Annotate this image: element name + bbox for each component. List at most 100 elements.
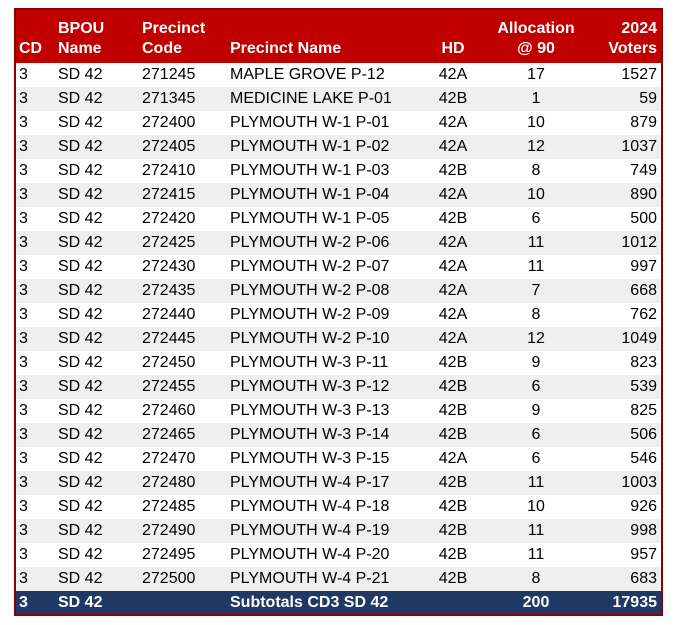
column-header-label: Precinct [142,20,206,37]
cell-bpou-name: SD 42 [55,375,139,399]
cell-hd: 42B [427,207,479,231]
cell-precinct-name: PLYMOUTH W-1 P-03 [227,159,427,183]
cell-bpou-name: SD 42 [55,447,139,471]
cell-precinct-code: 272415 [139,183,227,207]
cell-voters-2024: 546 [593,447,662,471]
cell-precinct-code: 271245 [139,63,227,87]
cell-bpou-name: SD 42 [55,183,139,207]
cell-bpou-name: SD 42 [55,87,139,111]
cell-precinct-code: 272470 [139,447,227,471]
cell-cd: 3 [15,159,55,183]
cell-allocation: 7 [479,279,593,303]
cell-bpou-name: SD 42 [55,135,139,159]
table-row: 3 SD 42 272495 PLYMOUTH W-4 P-20 42B 11 957 [15,543,662,567]
cell-hd: 42B [427,543,479,567]
cell-voters-2024: 997 [593,255,662,279]
cell-precinct-code: 272400 [139,111,227,135]
precinct-table: CD BPOU Name Precinct Code Precinct Name… [14,8,663,616]
table-row: 3 SD 42 272435 PLYMOUTH W-2 P-08 42A 7 668 [15,279,662,303]
cell-precinct-code [139,591,227,615]
cell-voters-2024: 1037 [593,135,662,159]
cell-cd: 3 [15,351,55,375]
cell-allocation: 6 [479,375,593,399]
cell-cd: 3 [15,231,55,255]
column-header-allocation: Allocation @ 90 [479,9,593,63]
column-header-precinct-name: Precinct Name [227,9,427,63]
cell-bpou-name: SD 42 [55,543,139,567]
cell-bpou-name: SD 42 [55,279,139,303]
column-header-label: HD [441,40,465,57]
column-header-label: CD [19,40,43,57]
table-row: 3 SD 42 272410 PLYMOUTH W-1 P-03 42B 8 749 [15,159,662,183]
cell-bpou-name: SD 42 [55,207,139,231]
cell-cd: 3 [15,327,55,351]
cell-hd: 42A [427,111,479,135]
cell-cd: 3 [15,279,55,303]
table-row: 3 SD 42 272445 PLYMOUTH W-2 P-10 42A 12 1049 [15,327,662,351]
cell-allocation: 6 [479,423,593,447]
column-header-label: BPOU [58,20,105,37]
cell-precinct-name: MAPLE GROVE P-12 [227,63,427,87]
column-header-label: Code [142,40,182,57]
cell-precinct-code: 272430 [139,255,227,279]
cell-allocation: 17 [479,63,593,87]
cell-voters-2024: 890 [593,183,662,207]
table-row: 3 SD 42 272455 PLYMOUTH W-3 P-12 42B 6 539 [15,375,662,399]
cell-precinct-name: PLYMOUTH W-4 P-17 [227,471,427,495]
cell-allocation: 8 [479,159,593,183]
cell-precinct-name: PLYMOUTH W-2 P-07 [227,255,427,279]
cell-precinct-code: 272425 [139,231,227,255]
cell-precinct-code: 272420 [139,207,227,231]
table-row: 3 SD 42 271345 MEDICINE LAKE P-01 42B 1 59 [15,87,662,111]
table-row: 3 SD 42 272485 PLYMOUTH W-4 P-18 42B 10 926 [15,495,662,519]
column-header-label: Precinct Name [230,40,342,57]
cell-hd: 42B [427,495,479,519]
cell-cd: 3 [15,423,55,447]
cell-allocation: 8 [479,567,593,591]
table-row: 3 SD 42 272400 PLYMOUTH W-1 P-01 42A 10 879 [15,111,662,135]
table-row: 3 SD 42 272430 PLYMOUTH W-2 P-07 42A 11 997 [15,255,662,279]
cell-precinct-code: 272450 [139,351,227,375]
cell-precinct-name: PLYMOUTH W-2 P-10 [227,327,427,351]
cell-precinct-code: 272440 [139,303,227,327]
table-row: 3 SD 42 272490 PLYMOUTH W-4 P-19 42B 11 998 [15,519,662,543]
cell-bpou-name: SD 42 [55,327,139,351]
cell-bpou-name: SD 42 [55,111,139,135]
column-header-label: Name [58,40,102,57]
table-row: 3 SD 42 272440 PLYMOUTH W-2 P-09 42A 8 762 [15,303,662,327]
cell-cd: 3 [15,207,55,231]
cell-voters-2024: 539 [593,375,662,399]
table-row: 3 SD 42 272465 PLYMOUTH W-3 P-14 42B 6 506 [15,423,662,447]
cell-precinct-name: PLYMOUTH W-4 P-21 [227,567,427,591]
cell-cd: 3 [15,63,55,87]
cell-precinct-name: MEDICINE LAKE P-01 [227,87,427,111]
table-row: 3 SD 42 272415 PLYMOUTH W-1 P-04 42A 10 890 [15,183,662,207]
cell-voters-2024: 1049 [593,327,662,351]
cell-cd: 3 [15,183,55,207]
cell-cd: 3 [15,87,55,111]
table-row: 3 SD 42 272500 PLYMOUTH W-4 P-21 42B 8 683 [15,567,662,591]
cell-voters-2024: 1012 [593,231,662,255]
cell-bpou-name: SD 42 [55,63,139,87]
cell-bpou-name: SD 42 [55,519,139,543]
cell-hd: 42A [427,327,479,351]
cell-allocation: 12 [479,327,593,351]
cell-precinct-code: 272460 [139,399,227,423]
cell-voters-2024: 59 [593,87,662,111]
cell-voters-2024: 1003 [593,471,662,495]
cell-voters-2024: 17935 [593,591,662,615]
cell-voters-2024: 749 [593,159,662,183]
cell-allocation: 6 [479,447,593,471]
cell-cd: 3 [15,375,55,399]
cell-precinct-name: PLYMOUTH W-2 P-09 [227,303,427,327]
cell-precinct-code: 272445 [139,327,227,351]
column-header-hd: HD [427,9,479,63]
cell-voters-2024: 823 [593,351,662,375]
cell-voters-2024: 879 [593,111,662,135]
cell-voters-2024: 998 [593,519,662,543]
cell-precinct-name: PLYMOUTH W-3 P-12 [227,375,427,399]
table-row: 3 SD 42 272480 PLYMOUTH W-4 P-17 42B 11 1003 [15,471,662,495]
cell-precinct-name: PLYMOUTH W-4 P-19 [227,519,427,543]
column-header-label: @ 90 [517,40,555,57]
cell-bpou-name: SD 42 [55,567,139,591]
